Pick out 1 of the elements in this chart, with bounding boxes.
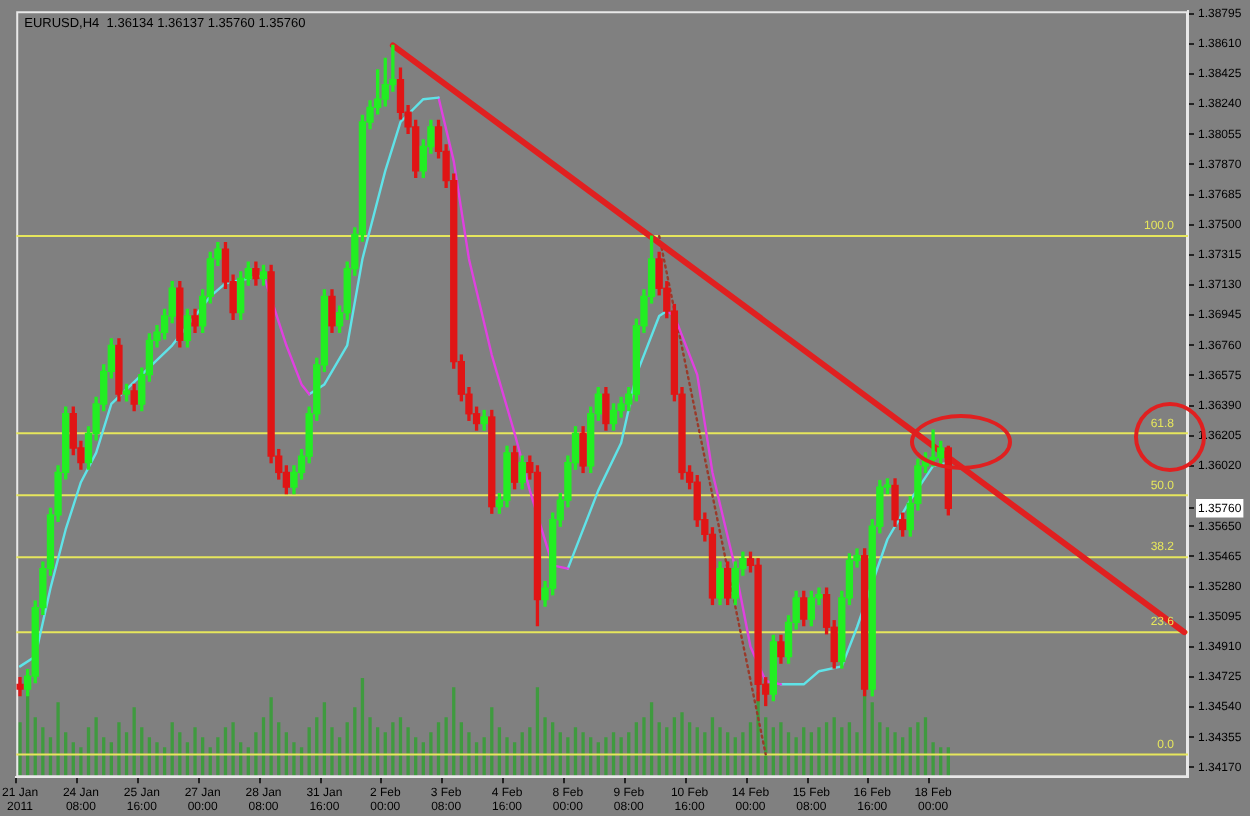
- candlestick: [929, 429, 937, 467]
